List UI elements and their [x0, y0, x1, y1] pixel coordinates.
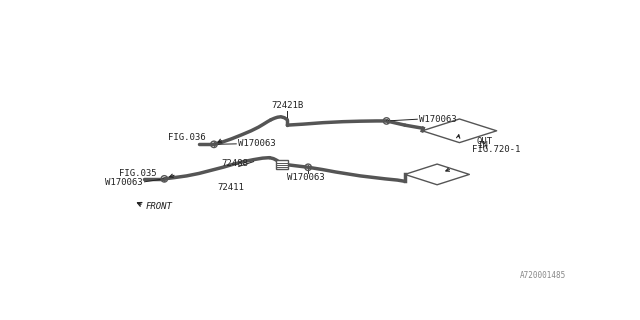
- Text: OUT: OUT: [477, 137, 493, 146]
- Text: 72488: 72488: [222, 159, 249, 168]
- Text: FIG.720-1: FIG.720-1: [472, 145, 520, 154]
- Text: W170063: W170063: [237, 139, 275, 148]
- Text: A720001485: A720001485: [520, 271, 566, 280]
- Bar: [276, 160, 288, 169]
- Text: FIG.036: FIG.036: [168, 133, 205, 142]
- Text: W170063: W170063: [106, 178, 143, 187]
- Text: IN: IN: [477, 141, 488, 150]
- Text: FRONT: FRONT: [146, 202, 173, 211]
- Text: FIG.035: FIG.035: [119, 169, 157, 178]
- Text: W170063: W170063: [419, 115, 456, 124]
- Text: W170063: W170063: [287, 173, 324, 182]
- Text: 72411: 72411: [218, 183, 244, 192]
- Text: 72421B: 72421B: [271, 101, 303, 110]
